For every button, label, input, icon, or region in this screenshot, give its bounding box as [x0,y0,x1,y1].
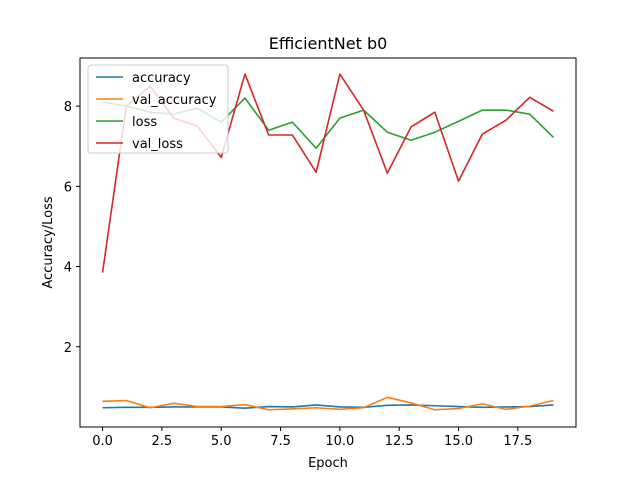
y-tick-label: 8 [64,100,72,115]
y-axis-label: Accuracy/Loss [41,196,56,288]
y-tick-label: 2 [64,341,72,356]
y-axis: 2 4 6 8 [64,100,80,356]
x-tick-label: 5.0 [211,434,232,449]
x-tick-label: 7.5 [270,434,291,449]
legend-entry: val_accuracy [132,93,217,108]
legend-entry: accuracy [132,71,191,86]
x-axis-label: Epoch [308,456,348,471]
x-tick-label: 10.0 [325,434,354,449]
chart-title: EfficientNet b0 [269,34,388,53]
series-line-accuracy [102,404,554,409]
series-line-val-accuracy [102,396,554,411]
x-axis: 0.0 2.5 5.0 7.5 10.0 12.5 15.0 17.5 [92,427,532,449]
y-tick-label: 4 [64,261,72,276]
x-tick-label: 0.0 [92,434,113,449]
legend-entry: loss [132,115,157,130]
legend-box [87,64,229,154]
y-tick-label: 6 [64,180,72,195]
x-tick-label: 2.5 [152,434,173,449]
x-tick-label: 15.0 [444,434,473,449]
x-tick-label: 17.5 [503,434,532,449]
legend-entry: val_loss [132,137,183,152]
axes-frame [79,57,577,428]
x-tick-label: 12.5 [385,434,414,449]
